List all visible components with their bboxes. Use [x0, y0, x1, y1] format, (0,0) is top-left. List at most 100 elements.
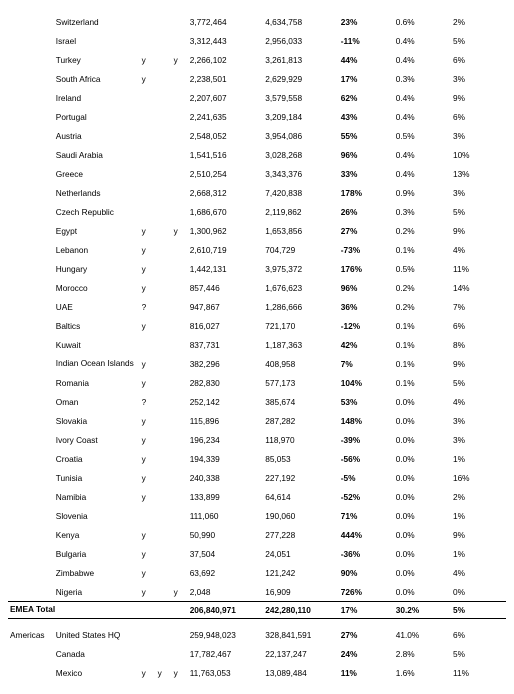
table-row: Hungaryy1,442,1313,975,372176%0.5%11%: [8, 259, 506, 278]
cell-flag1: y: [140, 316, 156, 335]
cell-value1: 1,300,962: [188, 221, 264, 240]
cell-pct2: 41.0%: [394, 625, 451, 644]
cell-value2: 704,729: [263, 240, 339, 259]
cell-value2: 7,420,838: [263, 183, 339, 202]
cell-region: [8, 392, 54, 411]
cell-flag2: [156, 202, 172, 221]
cell-region: [8, 145, 54, 164]
cell-flag3: [172, 12, 188, 31]
cell-flag2: [156, 354, 172, 373]
cell-flag1: [140, 644, 156, 663]
cell-flag1: [140, 183, 156, 202]
cell-flag1: y: [140, 278, 156, 297]
cell-value1: 2,048: [188, 582, 264, 602]
cell-pct3: 3%: [451, 183, 506, 202]
cell-country: Turkey: [54, 50, 140, 69]
cell-pct3: 9%: [451, 221, 506, 240]
cell-country: Hungary: [54, 259, 140, 278]
table-row: Zimbabwey63,692121,24290%0.0%4%: [8, 563, 506, 582]
cell-pct2: 0.0%: [394, 392, 451, 411]
cell-value2: 3,954,086: [263, 126, 339, 145]
cell-flag2: [156, 335, 172, 354]
cell-value2: 13,089,484: [263, 663, 339, 682]
cell-pct3: 0%: [451, 582, 506, 602]
cell-country: Croatia: [54, 449, 140, 468]
cell-country: Switzerland: [54, 12, 140, 31]
cell-flag3: [172, 487, 188, 506]
cell-value1: 1,442,131: [188, 259, 264, 278]
cell-flag2: [156, 625, 172, 644]
cell-pct2: 0.0%: [394, 544, 451, 563]
cell-flag2: [156, 183, 172, 202]
cell-pct3: 1%: [451, 506, 506, 525]
cell-pct3: 5%: [451, 373, 506, 392]
cell-country: United States HQ: [54, 625, 140, 644]
cell-region: [8, 107, 54, 126]
cell-pct3: 11%: [451, 259, 506, 278]
table-row: Moroccoy857,4461,676,62396%0.2%14%: [8, 278, 506, 297]
cell-flag3: [172, 259, 188, 278]
cell-region: [8, 411, 54, 430]
cell-flag1: [140, 107, 156, 126]
cell-country: Portugal: [54, 107, 140, 126]
cell-value2: 16,909: [263, 582, 339, 602]
cell-pct1: -52%: [339, 487, 394, 506]
cell-country: Netherlands: [54, 183, 140, 202]
cell-pct3: 11%: [451, 663, 506, 682]
cell-pct1: 11%: [339, 663, 394, 682]
cell-pct3: 9%: [451, 88, 506, 107]
cell-region: [8, 316, 54, 335]
total-row: EMEA Total206,840,971242,280,11017%30.2%…: [8, 602, 506, 619]
cell-flag3: [172, 240, 188, 259]
cell-flag2: [156, 12, 172, 31]
cell-country: Zimbabwe: [54, 563, 140, 582]
cell-pct2: 0.4%: [394, 50, 451, 69]
cell-flag1: y: [140, 373, 156, 392]
cell-pct2: 0.0%: [394, 411, 451, 430]
cell-pct2: 0.0%: [394, 449, 451, 468]
cell-value1: 115,896: [188, 411, 264, 430]
cell-pct3: 6%: [451, 625, 506, 644]
cell-pct1: 178%: [339, 183, 394, 202]
cell-value1: 240,338: [188, 468, 264, 487]
cell-country: Greece: [54, 164, 140, 183]
cell-pct2: 0.0%: [394, 582, 451, 602]
cell-country: Israel: [54, 31, 140, 50]
cell-flag3: [172, 373, 188, 392]
table-row: Egyptyy1,300,9621,653,85627%0.2%9%: [8, 221, 506, 240]
cell-value1: 282,830: [188, 373, 264, 392]
cell-pct3: 3%: [451, 69, 506, 88]
cell-flag1: y: [140, 525, 156, 544]
cell-value2: 385,674: [263, 392, 339, 411]
cell-pct2: 0.1%: [394, 373, 451, 392]
cell-pct3: 9%: [451, 525, 506, 544]
cell-region: [8, 468, 54, 487]
cell-region: [8, 126, 54, 145]
table-row: Canada17,782,46722,137,24724%2.8%5%: [8, 644, 506, 663]
cell-flag3: [172, 625, 188, 644]
cell-pct1: -39%: [339, 430, 394, 449]
cell-flag2: [156, 506, 172, 525]
cell-flag2: [156, 164, 172, 183]
cell-pct2: 0.6%: [394, 12, 451, 31]
cell-pct2: 1.6%: [394, 663, 451, 682]
cell-value1: 857,446: [188, 278, 264, 297]
cell-flag1: [140, 202, 156, 221]
cell-region: Americas: [8, 625, 54, 644]
cell-country: Indian Ocean Islands: [54, 354, 140, 373]
cell-region: [8, 563, 54, 582]
cell-pct2: 0.1%: [394, 316, 451, 335]
cell-flag3: [172, 316, 188, 335]
cell-flag2: [156, 602, 172, 619]
cell-value1: 2,238,501: [188, 69, 264, 88]
cell-pct3: 10%: [451, 145, 506, 164]
cell-value1: 196,234: [188, 430, 264, 449]
cell-pct3: 13%: [451, 164, 506, 183]
cell-value1: 206,840,971: [188, 602, 264, 619]
cell-value2: 277,228: [263, 525, 339, 544]
cell-pct2: 0.0%: [394, 468, 451, 487]
cell-country: Lebanon: [54, 240, 140, 259]
cell-pct1: 23%: [339, 12, 394, 31]
cell-value1: 11,763,053: [188, 663, 264, 682]
cell-value2: 85,053: [263, 449, 339, 468]
